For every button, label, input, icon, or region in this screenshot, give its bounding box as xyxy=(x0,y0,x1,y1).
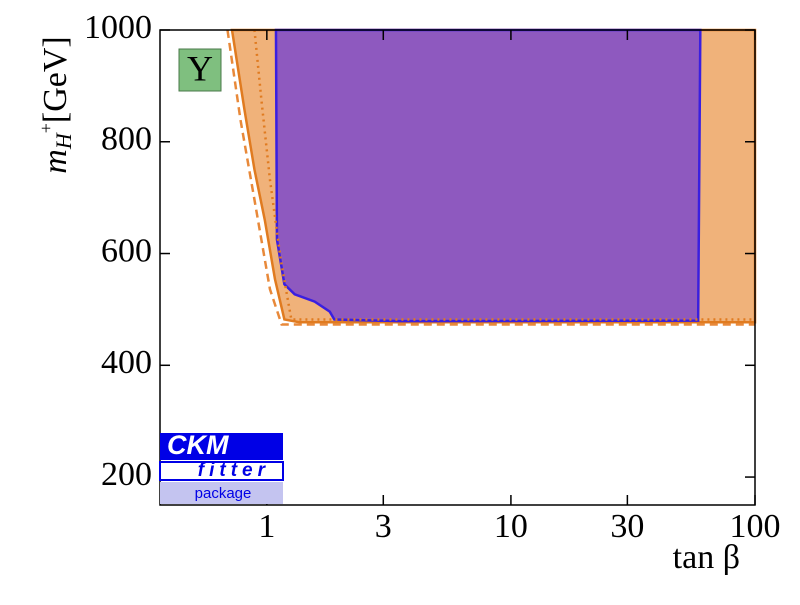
logo-text: CKM xyxy=(167,430,229,460)
x-axis-label: tan β xyxy=(673,539,740,576)
x-tick-label: 100 xyxy=(730,508,781,545)
y-label-base: m xyxy=(37,149,74,174)
logo-band xyxy=(160,433,283,460)
logo-text: package xyxy=(195,485,252,502)
contour xyxy=(226,29,755,326)
x-tick-label: 3 xyxy=(375,508,392,545)
x-tick-label: 1 xyxy=(258,508,275,545)
logo-band xyxy=(159,461,284,481)
region xyxy=(274,28,702,323)
x-tick-label: 10 xyxy=(494,508,528,545)
annotation-box xyxy=(178,48,222,92)
y-tick-label: 200 xyxy=(101,456,152,493)
y-label-unit: [GeV] xyxy=(37,36,74,123)
logo-text: fitter xyxy=(198,460,270,481)
y-tick-label: 400 xyxy=(101,344,152,381)
y-label-sup: + xyxy=(36,123,56,133)
ckmfitter-logo: CKM fitter package xyxy=(159,430,284,504)
y-axis-label: mH+[GeV] xyxy=(36,36,76,173)
plot-frame xyxy=(159,29,756,506)
logo-band xyxy=(160,482,283,504)
y-tick-label: 1000 xyxy=(84,9,152,46)
y-tick-label: 800 xyxy=(101,121,152,158)
annotation: Y xyxy=(187,48,213,88)
y-tick-label: 600 xyxy=(101,232,152,269)
y-label-sub: H xyxy=(51,132,76,150)
x-tick-label: 30 xyxy=(610,508,644,545)
